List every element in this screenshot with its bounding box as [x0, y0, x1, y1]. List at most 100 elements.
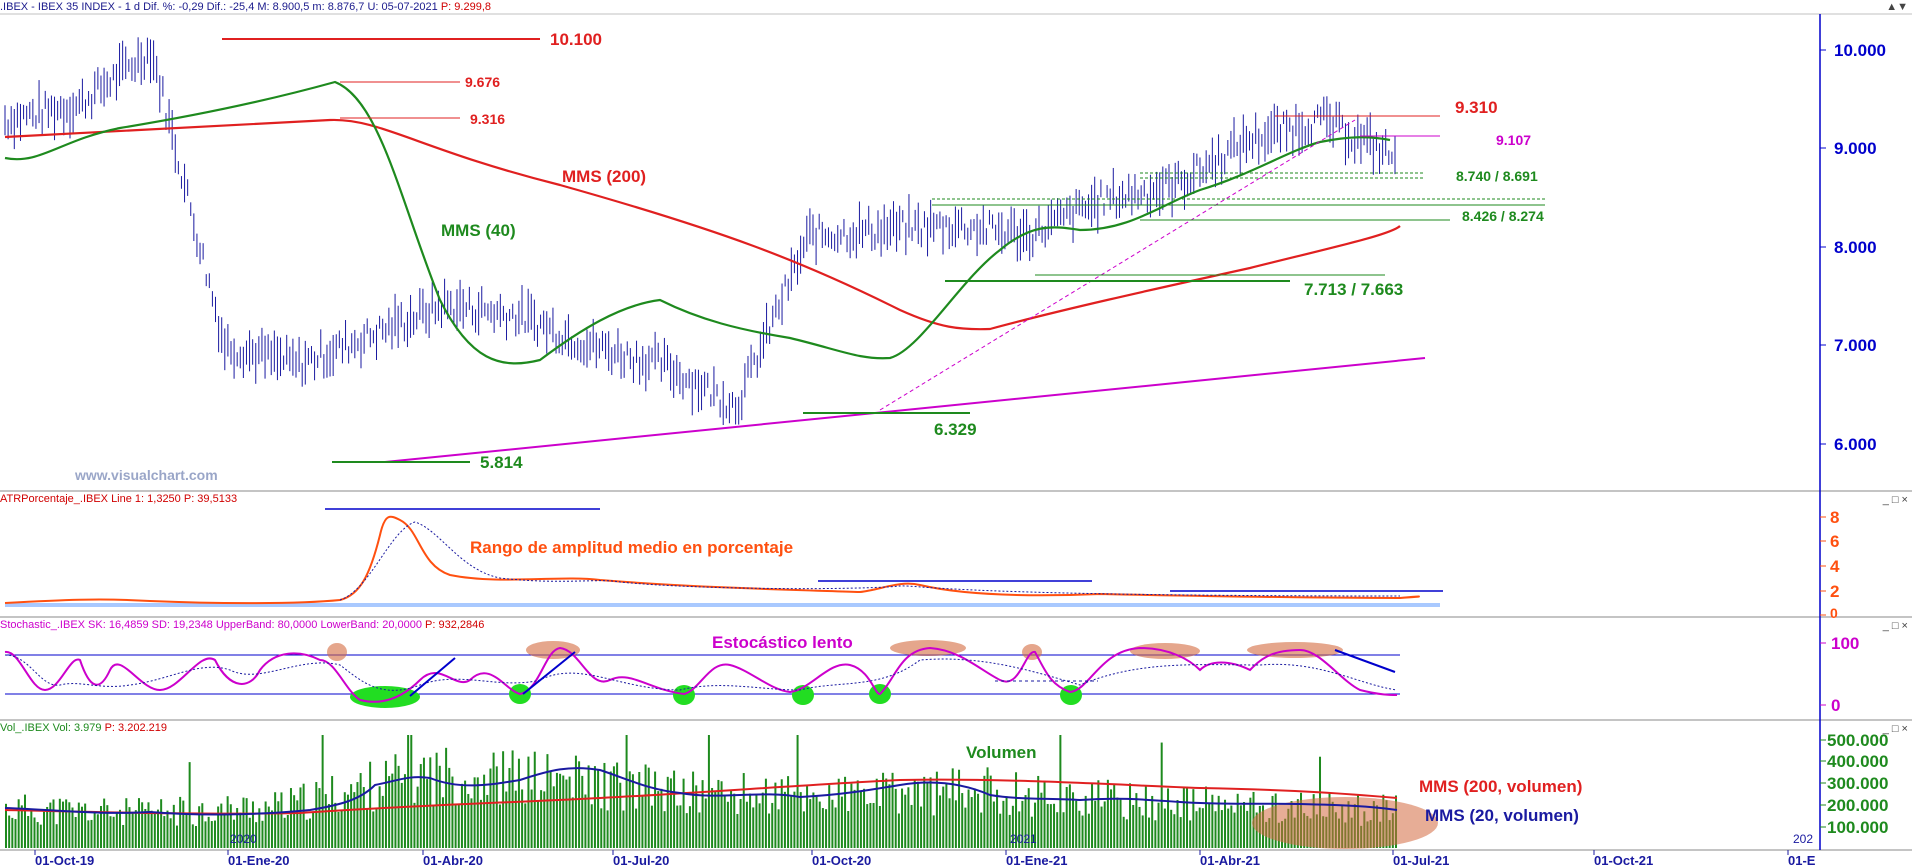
volume-bar	[1189, 820, 1192, 848]
volume-bar	[882, 772, 885, 848]
volume-bar	[156, 809, 159, 848]
volume-bar	[831, 799, 834, 848]
volume-bar	[1151, 795, 1154, 848]
volume-bar	[749, 793, 752, 848]
volume-bar	[220, 803, 223, 848]
volume-bar	[318, 788, 321, 848]
volume-bar	[422, 757, 425, 848]
volume-bar	[768, 813, 771, 848]
volume-bar	[815, 796, 818, 848]
volume-bar	[1113, 784, 1116, 848]
volume-bar	[543, 791, 546, 848]
price-bars	[4, 37, 1396, 426]
volume-bar	[536, 800, 539, 848]
volume-bar	[153, 814, 156, 848]
panel-frames	[0, 13, 1912, 851]
volume-bar	[112, 816, 115, 848]
stoch-header-p: P: 932,2846	[425, 619, 485, 631]
volume-bar	[682, 778, 685, 848]
volume-bar	[23, 794, 26, 848]
volume-bar	[802, 811, 805, 848]
volume-bar	[600, 808, 603, 848]
volume-bar	[521, 789, 524, 848]
volume-bar	[720, 781, 723, 848]
volume-bar	[942, 786, 945, 848]
x-tick-9: 01-E	[1788, 853, 1816, 867]
volume-bar	[454, 804, 457, 848]
atr-signal-line	[339, 521, 1401, 601]
volume-bar	[299, 787, 302, 848]
level-10100: 10.100	[550, 30, 602, 49]
volume-bar	[796, 735, 799, 848]
volume-bar	[1211, 794, 1214, 848]
volume-bar	[1249, 797, 1252, 848]
volume-bar	[986, 767, 989, 848]
x-tick-5: 01-Ene-21	[1006, 853, 1067, 867]
volume-bar	[666, 776, 669, 848]
volume-bar	[1106, 779, 1109, 848]
x-tick-7: 01-Jul-21	[1393, 853, 1449, 867]
volume-bar	[590, 804, 593, 848]
volume-bar	[1021, 800, 1024, 848]
atr-tick-0: 8	[1830, 508, 1839, 527]
volume-bar	[394, 754, 397, 848]
volume-bar	[517, 758, 520, 848]
volume-bar	[859, 790, 862, 848]
volume-bar	[90, 819, 93, 848]
volume-bar	[340, 810, 343, 848]
stoch-panel-controls[interactable]: _ □ ×	[1882, 620, 1908, 632]
mms40-line	[4, 80, 1391, 365]
atr-annotation: Rango de amplitud medio en porcentaje	[470, 538, 793, 557]
volume-bar	[806, 784, 809, 848]
volume-bar	[1224, 799, 1227, 848]
volume-bar	[131, 813, 134, 848]
atr-tick-4: 0	[1830, 605, 1838, 621]
volume-bar	[631, 774, 634, 848]
volume-bar	[492, 752, 495, 848]
volume-bar	[980, 812, 983, 848]
volume-bar	[163, 816, 166, 848]
price-tick-1: 9.000	[1834, 139, 1877, 158]
volume-bar	[49, 802, 52, 848]
volume-bar	[58, 798, 61, 848]
atr-panel-controls[interactable]: _ □ ×	[1882, 494, 1908, 506]
volume-bar	[61, 801, 64, 848]
volume-bar	[1129, 783, 1132, 848]
volume-bar	[144, 808, 147, 848]
volume-bar	[1217, 795, 1220, 848]
volume-bar	[36, 822, 39, 848]
volume-bar	[498, 804, 501, 848]
volume-bar	[486, 794, 489, 848]
volume-bar	[733, 793, 736, 848]
volume-bar	[115, 813, 118, 848]
volume-bar	[688, 806, 691, 848]
volume-bar	[302, 783, 305, 848]
volume-bar	[603, 762, 606, 848]
mms40-label: MMS (40)	[441, 221, 516, 240]
price-tick-2: 8.000	[1834, 238, 1877, 257]
volume-bar	[992, 801, 995, 848]
atr-tick-2: 4	[1830, 557, 1840, 576]
price-panel-header: .IBEX - IBEX 35 INDEX - 1 d Dif. %: -0,2…	[0, 0, 1912, 14]
volume-bar	[977, 793, 980, 848]
price-panel-controls[interactable]: ▲▼	[1886, 1, 1908, 13]
volume-y-axis: 500.000 400.000 300.000 200.000 100.000	[1820, 731, 1888, 837]
volume-bar	[308, 818, 311, 848]
volume-bar	[619, 782, 622, 848]
vol-panel-controls[interactable]: _ □ ×	[1882, 723, 1908, 735]
volume-bar	[1227, 808, 1230, 848]
volume-bar	[549, 772, 552, 848]
volume-bar	[1053, 803, 1056, 848]
volume-bar	[739, 798, 742, 848]
volume-bar	[17, 799, 20, 848]
level-5814: 5.814	[480, 453, 523, 472]
volume-bar	[875, 778, 878, 848]
volume-bar	[125, 798, 128, 848]
volume-bar	[65, 799, 68, 848]
x-tick-2: 01-Abr-20	[423, 853, 483, 867]
volume-bar	[540, 790, 543, 848]
volume-bar	[182, 800, 185, 848]
vol-mms200-label: MMS (200, volumen)	[1419, 777, 1582, 796]
vol-panel-header: Vol_.IBEX Vol: 3.979 P: 3.202.219	[0, 721, 167, 735]
